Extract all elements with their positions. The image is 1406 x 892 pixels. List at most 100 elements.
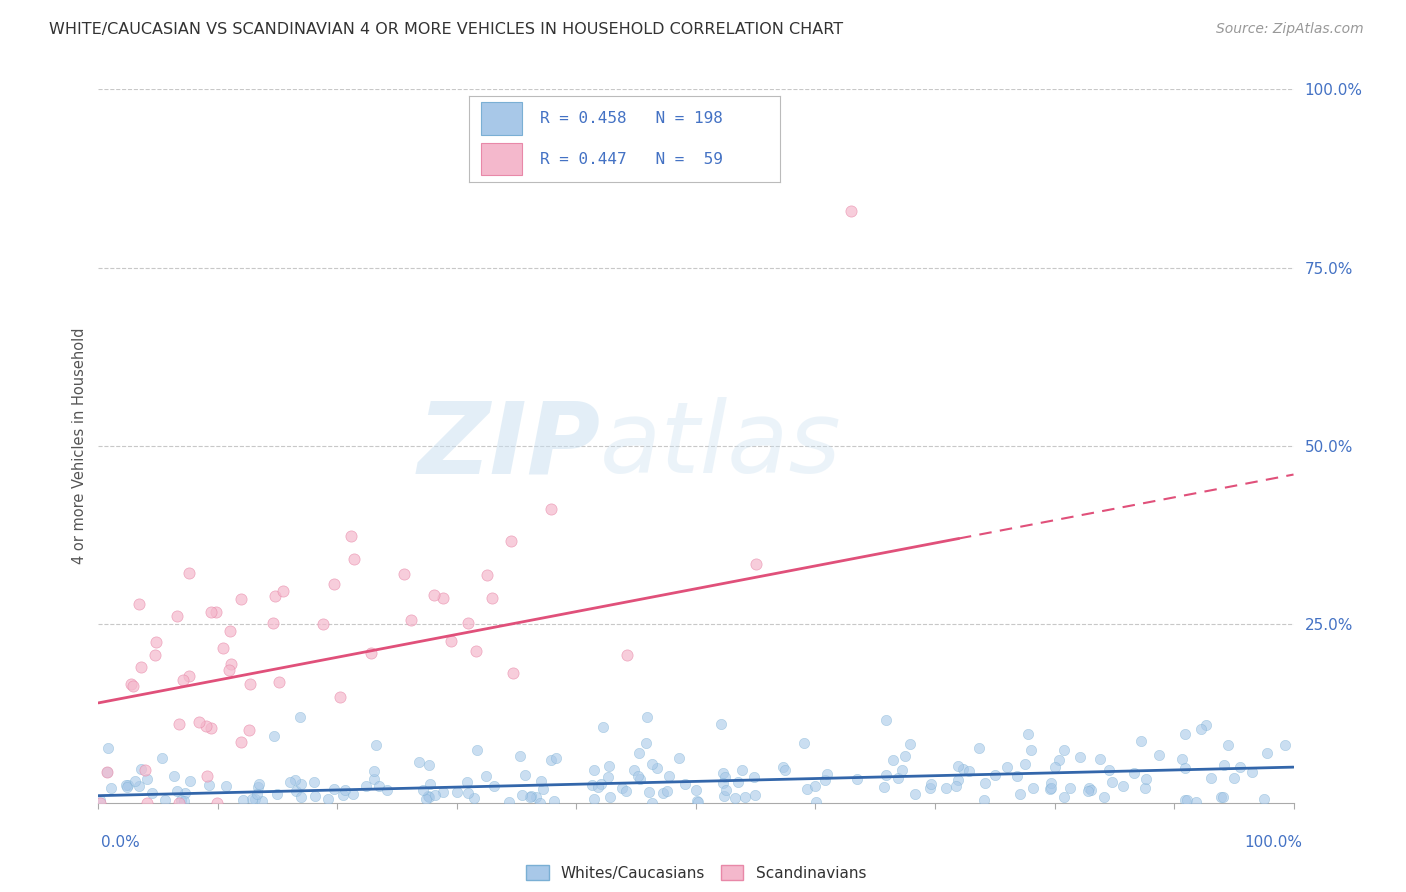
Point [432,591,454,606]
Point [96,764,118,779]
Point [519,789,541,803]
Point [628,772,651,786]
Point [581,778,603,792]
Point [796,782,818,797]
Point [302,775,325,789]
Point [638,785,661,799]
Point [163,769,186,783]
Point [167,717,190,731]
Point [668,751,690,765]
Point [218,664,240,678]
Point [1039,782,1062,797]
Point [1111,779,1133,793]
Point [418,789,440,804]
Point [247,777,270,791]
Point [284,772,307,787]
Point [499,534,522,549]
Point [246,787,269,801]
Point [179,774,201,789]
Point [1253,792,1275,806]
Point [673,777,696,791]
Point [524,789,547,804]
Point [484,779,506,793]
Point [1019,743,1042,757]
Point [250,794,273,808]
Point [920,781,942,796]
Point [266,787,288,801]
Point [150,751,173,765]
Point [519,790,541,805]
Point [1039,780,1062,795]
Point [734,789,756,804]
Point [873,780,896,795]
Point [263,729,285,743]
Point [100,780,122,795]
Point [612,780,634,795]
Point [457,786,479,800]
Point [1256,747,1278,761]
Point [153,793,176,807]
Point [714,783,737,797]
Point [304,789,326,803]
Point [419,777,441,791]
Point [502,665,524,680]
Point [243,791,266,805]
Point [957,764,980,778]
Point [177,566,200,580]
Point [1240,765,1263,780]
Point [583,763,606,777]
Point [229,735,252,749]
Point [143,648,166,662]
Point [1077,783,1099,797]
Point [200,606,222,620]
Point [509,748,531,763]
Point [1101,775,1123,789]
Point [636,736,658,750]
Legend: Whites/Caucasians, Scandinavians: Whites/Caucasians, Scandinavians [526,865,866,880]
Point [136,796,159,810]
Text: Source: ZipAtlas.com: Source: ZipAtlas.com [1216,22,1364,37]
Point [498,795,520,809]
Point [875,768,897,782]
Point [205,796,228,810]
Point [1213,757,1236,772]
Point [115,780,138,795]
Point [239,676,262,690]
Point [1098,763,1121,777]
Point [1010,788,1032,802]
Text: 100.0%: 100.0% [1244,836,1302,850]
Point [1212,790,1234,805]
Point [530,773,553,788]
Point [333,782,356,797]
Point [1189,723,1212,737]
Point [120,676,142,690]
Point [1053,743,1076,757]
Point [744,557,766,571]
Point [586,780,609,794]
Point [814,772,837,787]
Point [598,758,620,772]
Point [1174,761,1197,775]
Point [96,764,118,779]
Point [231,592,253,607]
Text: 0.0%: 0.0% [101,836,141,850]
Point [1174,727,1197,741]
Point [173,793,195,807]
Point [544,751,567,765]
Point [1195,718,1218,732]
Point [423,788,446,802]
Point [401,613,423,627]
Point [166,608,188,623]
Point [418,789,440,804]
Point [655,784,678,798]
Point [246,780,269,794]
Point [1053,789,1076,804]
Text: ZIP: ZIP [418,398,600,494]
Point [599,790,621,805]
Point [1185,795,1208,809]
Point [1174,793,1197,807]
Point [815,767,838,781]
Point [340,529,363,543]
Point [1059,780,1081,795]
Point [342,787,364,801]
